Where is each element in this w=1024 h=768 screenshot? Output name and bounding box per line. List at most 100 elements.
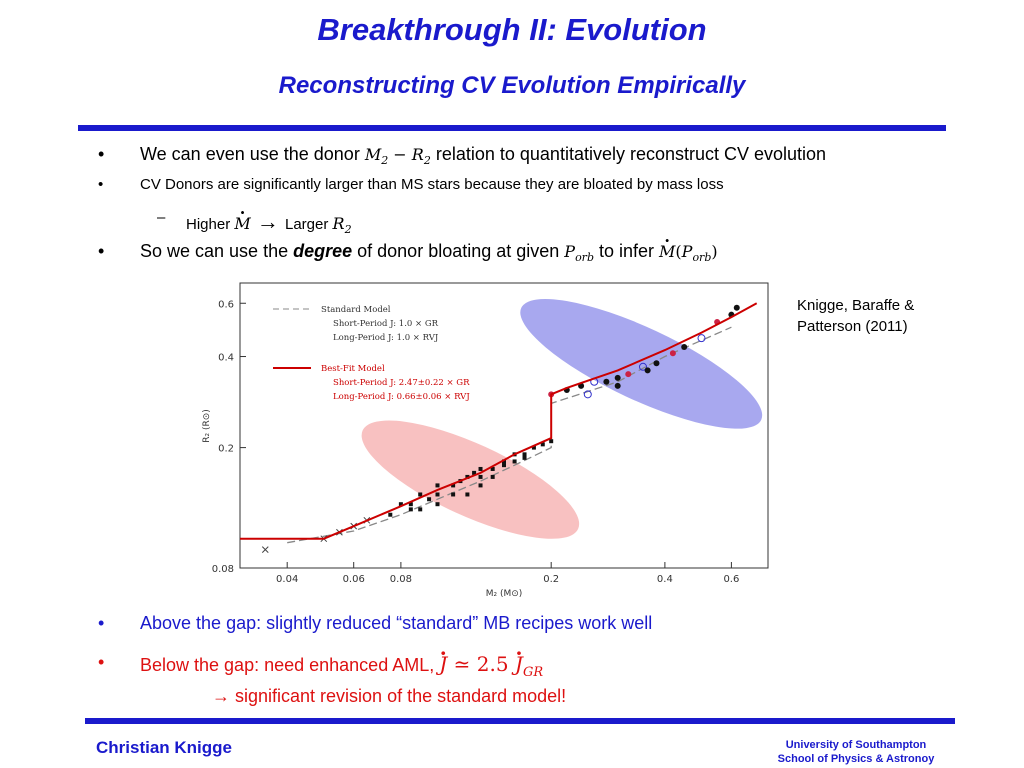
x-tick-label: 0.2	[543, 574, 559, 585]
math-symbol: J	[515, 652, 523, 676]
short-period-point	[502, 463, 506, 468]
short-period-point	[435, 492, 440, 497]
short-period-region	[361, 420, 580, 539]
math-symbol: P	[681, 242, 693, 261]
short-period-point	[465, 492, 470, 497]
plot-frame	[239, 282, 769, 569]
bullet-text: CV Donors are significantly larger than …	[140, 176, 724, 193]
bullet-marker: •	[98, 144, 105, 164]
bullet-marker: •	[98, 241, 105, 261]
math-jdot: J	[439, 652, 447, 676]
bullet-marker: •	[98, 176, 104, 193]
math-sub: 2	[344, 223, 352, 237]
short-period-point	[472, 470, 477, 475]
best-fit-model-line	[240, 302, 758, 540]
y-tick-label: 0.4	[218, 353, 234, 364]
long-period-open-point	[697, 334, 706, 343]
math-paren: )	[711, 242, 718, 261]
arrow-glyph: →	[250, 209, 285, 234]
footer-inst-line-2: School of Physics & Astronoy	[777, 753, 935, 765]
x-tick-label: 0.6	[723, 574, 739, 585]
short-period-point	[478, 466, 483, 471]
math-sub: orb	[692, 251, 712, 265]
standard-model-line	[287, 326, 732, 544]
long-period-open-point	[638, 362, 647, 371]
text-segment: of donor bloating at given	[352, 241, 565, 261]
y-tick-label: 0.2	[218, 444, 234, 455]
short-period-point	[549, 439, 554, 444]
math-r: R2	[411, 145, 431, 168]
short-period-point	[540, 442, 545, 447]
text-segment: Below the gap: need enhanced AML,	[140, 655, 440, 675]
short-period-point	[478, 483, 483, 488]
long-period-point	[625, 371, 632, 378]
reference-line-1: Knigge, Baraffe &	[797, 297, 915, 314]
short-period-point	[398, 502, 403, 507]
page-title: Breakthrough II: Evolution	[317, 12, 707, 47]
legend-bestfit-label: Best-Fit Model	[321, 364, 385, 374]
long-period-point	[603, 378, 610, 385]
emph-degree: degree	[293, 241, 353, 261]
bottom-rule	[85, 718, 955, 724]
legend-standard-sp: Short-Period J: 1.0 × GR	[333, 319, 439, 329]
long-period-point	[644, 367, 651, 374]
top-rule	[78, 125, 946, 131]
short-period-point	[418, 492, 423, 497]
long-period-open-point	[583, 390, 592, 399]
short-period-point	[531, 445, 536, 450]
legend-bestfit-sp: Short-Period J: 2.47±0.22 × GR	[333, 378, 470, 388]
legend-standard-label: Standard Model	[321, 305, 391, 315]
math-symbol: M	[364, 145, 382, 164]
short-period-point	[408, 507, 413, 512]
short-period-point	[522, 452, 527, 457]
text-segment: Higher	[186, 216, 235, 233]
text-segment: Larger	[284, 216, 333, 233]
long-period-point	[669, 350, 676, 357]
text-segment: to infer	[594, 241, 660, 261]
cross-marker	[261, 546, 269, 553]
long-period-point	[614, 382, 621, 389]
y-tick-label: 0.6	[218, 299, 234, 310]
short-period-point	[388, 512, 393, 517]
math-sub: 2	[423, 154, 431, 168]
short-period-point	[512, 459, 517, 464]
footer-institution: University of Southampton School of Phys…	[760, 738, 952, 766]
reference-line-2: Patterson (2011)	[797, 318, 908, 335]
long-period-point	[733, 304, 740, 311]
bullet-text: Below the gap: need enhanced AML, J ≃ 2.…	[140, 652, 543, 680]
short-period-point	[427, 497, 432, 502]
mass-radius-chart: 0.04 0.06 0.08 0.2 0.4 0.6 0.08 0.2 0.4 0.6 M₂ (M⊙…	[202, 282, 769, 599]
long-period-point	[681, 344, 688, 351]
math-r: R2	[333, 214, 352, 237]
short-period-point	[451, 483, 456, 488]
bullet-marker: •	[98, 652, 105, 672]
math-mdot: M	[234, 214, 250, 233]
x-tick-label: 0.08	[390, 574, 412, 585]
footer-inst-line-1: University of Southampton	[785, 739, 927, 751]
x-tick-label: 0.04	[276, 574, 298, 585]
text-segment: We can even use the donor	[140, 144, 365, 164]
bullet-marker: •	[98, 613, 105, 633]
math-minus: −	[388, 145, 412, 164]
y-axis-label: R₂ (R⊙)	[202, 409, 212, 443]
bullet-marker: –	[157, 209, 166, 226]
short-period-point	[490, 466, 495, 471]
text-segment: So we can use the	[140, 241, 294, 261]
legend-standard-lp: Long-Period J: 1.0 × RVJ	[333, 333, 439, 343]
bullet-text: Higher M → Larger R2	[186, 209, 352, 236]
math-paren: (	[675, 242, 682, 261]
math-mdot: M	[659, 242, 675, 261]
math-sub: 2	[381, 154, 389, 168]
math-symbol: R	[411, 145, 424, 164]
x-axis-label: M₂ (M⊙)	[486, 589, 523, 599]
short-period-point	[451, 492, 456, 497]
short-period-point	[490, 474, 495, 479]
short-period-point	[502, 459, 506, 464]
arrow-glyph: →	[212, 686, 230, 706]
footer-author: Christian Knigge	[96, 738, 233, 757]
bullet-text: Above the gap: slightly reduced “standar…	[140, 613, 653, 633]
math-approx: ≃ 2.5	[447, 652, 515, 676]
reference-note: Knigge, Baraffe & Patterson (2011)	[797, 295, 914, 337]
short-period-point	[522, 455, 527, 460]
short-period-point	[465, 474, 470, 479]
